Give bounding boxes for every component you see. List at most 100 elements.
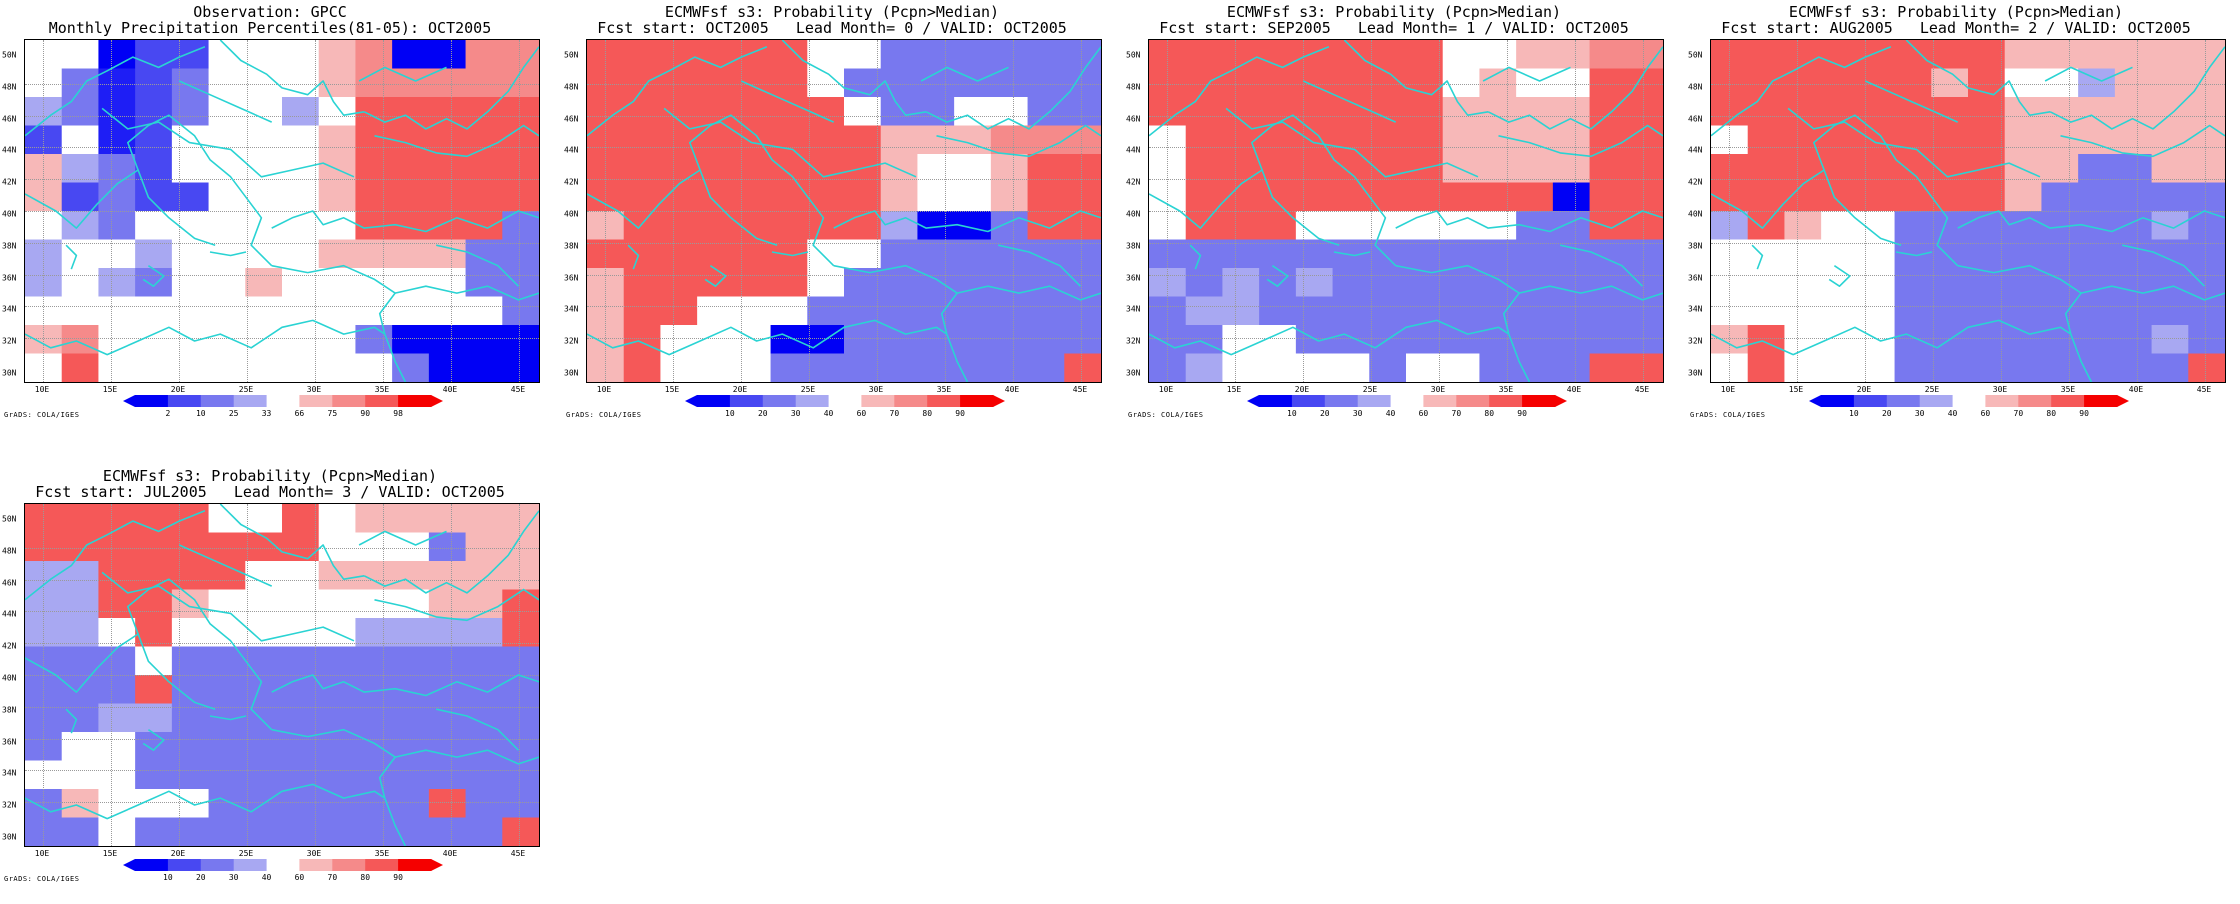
grid-cell (282, 97, 320, 127)
coastline (1498, 124, 1663, 158)
grid-cell (1552, 40, 1591, 70)
grid-cell (1747, 268, 1786, 298)
grid-cell (208, 760, 246, 790)
grid-cell (807, 268, 845, 298)
grid-cell (990, 68, 1029, 98)
grid-cell (1064, 125, 1101, 155)
colorbar-segment (167, 859, 202, 871)
grid-cell (208, 325, 246, 355)
grid-cell (1479, 154, 1517, 184)
colorbar-tick-label: 40 (1385, 409, 1396, 418)
colorbar-segment (1259, 395, 1293, 407)
grid-cell (2004, 239, 2043, 269)
grid-cell (245, 646, 283, 676)
grid-cell (2188, 325, 2225, 355)
grid-cell (1894, 125, 1932, 155)
grid-cell (1626, 296, 1663, 326)
lon-gridline (1797, 40, 1798, 382)
grid-cell (1821, 239, 1859, 269)
colorbar-tick-label: 25 (228, 409, 239, 418)
grid-cell (1747, 68, 1786, 98)
grid-cell (1516, 40, 1554, 70)
grid-cell (880, 325, 919, 355)
grid-cell (623, 154, 662, 184)
grid-cell (1185, 296, 1224, 326)
coastline (436, 708, 519, 751)
coastline (925, 46, 1101, 130)
coastline (1813, 114, 1959, 267)
grid-cell (98, 675, 136, 705)
grid-cell (61, 504, 100, 534)
grid-cell (465, 675, 503, 705)
grid-cell (917, 125, 955, 155)
grid-cell (318, 760, 357, 790)
coastline (833, 264, 958, 335)
grid-cell (1784, 268, 1822, 298)
grid-cell (98, 154, 136, 184)
lat-tick-label: 38N (564, 241, 579, 251)
lon-gridline (1303, 40, 1304, 382)
lon-gridline (877, 40, 878, 382)
lat-tick-label: 34N (564, 304, 579, 314)
lon-tick-label: 25E (238, 385, 254, 394)
coastline (1711, 319, 2072, 356)
map-panel: ECMWFsf s3: Probability (Pcpn>Median) Fcs… (1124, 0, 1664, 440)
colorbar (685, 395, 1005, 407)
panel-subtitle: Fcst start: JUL2005 Lead Month= 3 / VALI… (35, 483, 505, 501)
grid-cell (697, 97, 735, 127)
lon-tick-label: 40E (2128, 385, 2144, 394)
grid-cell (2151, 296, 2189, 326)
lon-gridline (741, 40, 742, 382)
lat-tick-label: 38N (2, 705, 17, 715)
grid-cell (98, 68, 136, 98)
coastline (1395, 210, 1663, 233)
grid-cell (990, 154, 1029, 184)
grid-cell (208, 732, 246, 762)
grid-cell (2151, 68, 2189, 98)
grid-cell (1332, 211, 1370, 241)
grid-cell (660, 125, 698, 155)
colorbar-tick-label: 80 (1484, 409, 1495, 418)
grid-cell (1064, 154, 1101, 184)
lat-gridline (1711, 147, 2225, 149)
grid-cell (171, 703, 210, 733)
grid-cell (208, 504, 246, 534)
grid-cell (355, 154, 393, 184)
grid-cell (1369, 125, 1407, 155)
lat-tick-label: 48N (564, 82, 579, 92)
grid-cell (1369, 268, 1407, 298)
colorbar-segment (135, 859, 169, 871)
grid-cell (1406, 268, 1444, 298)
lat-tick-label: 50N (1688, 50, 1703, 60)
lon-gridline (1575, 40, 1576, 382)
lat-gridline (1149, 115, 1663, 117)
grid-cell (428, 296, 467, 326)
colorbar-tick-label: 60 (294, 873, 305, 882)
colorbar-segment (861, 395, 895, 407)
grid-cell (990, 353, 1029, 382)
lat-tick-label: 34N (1688, 304, 1703, 314)
grid-cell (428, 504, 467, 534)
grid-cell (1295, 239, 1334, 269)
grid-cell (1931, 268, 1969, 298)
lat-tick-label: 36N (1688, 273, 1703, 283)
grid-cell (465, 504, 503, 534)
grid-cell (502, 325, 539, 355)
grid-cell (282, 182, 320, 212)
grid-cell (2114, 296, 2153, 326)
colorbar-segment (233, 859, 268, 871)
colorbar-tick-label: 75 (327, 409, 338, 418)
grid-cell (208, 125, 246, 155)
lat-gridline (587, 115, 1101, 117)
coastline (25, 319, 386, 356)
grid-cell (392, 703, 430, 733)
colorbar-segment (332, 859, 366, 871)
coastline (142, 265, 165, 287)
grid-cell (2004, 211, 2043, 241)
grid-cell (1894, 325, 1932, 355)
lat-gridline (587, 83, 1101, 85)
grid-cell (1747, 154, 1786, 184)
grid-cell (61, 68, 100, 98)
lat-gridline (587, 242, 1101, 244)
coastline (384, 333, 407, 382)
